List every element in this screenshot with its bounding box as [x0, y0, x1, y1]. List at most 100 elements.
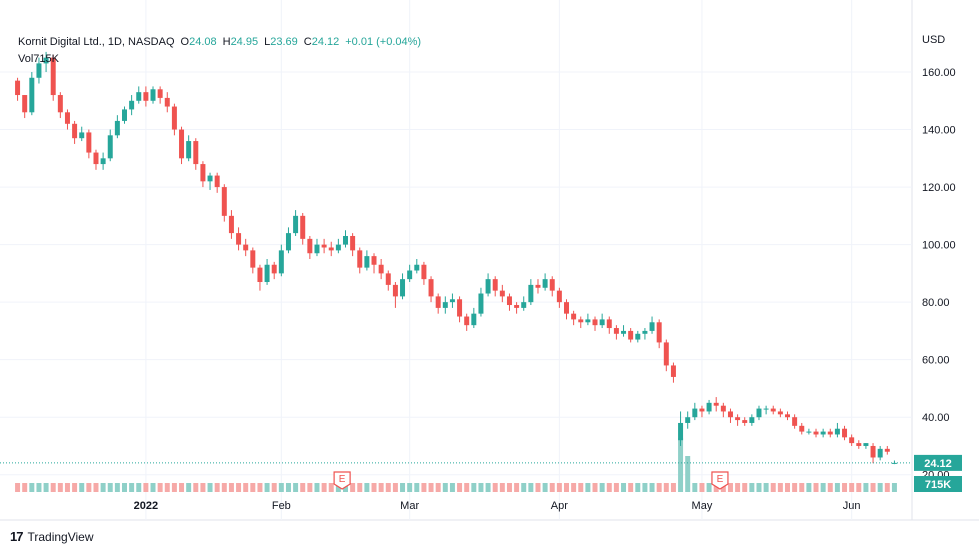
- candle-body[interactable]: [36, 63, 42, 78]
- candle-body[interactable]: [335, 244, 341, 251]
- candle-body[interactable]: [100, 158, 106, 165]
- candle-body[interactable]: [471, 313, 477, 326]
- earnings-marker-icon[interactable]: [333, 471, 351, 490]
- candle-body[interactable]: [735, 417, 741, 421]
- candle-body[interactable]: [770, 408, 776, 412]
- candle-body[interactable]: [414, 264, 420, 271]
- candle-body[interactable]: [606, 319, 612, 329]
- candle-body[interactable]: [628, 330, 634, 340]
- candle-body[interactable]: [884, 448, 890, 452]
- currency-label[interactable]: USD: [922, 34, 946, 46]
- candle-body[interactable]: [22, 95, 28, 113]
- candle-body[interactable]: [742, 420, 748, 423]
- candle-body[interactable]: [834, 428, 840, 435]
- candle-body[interactable]: [514, 305, 520, 308]
- candle-body[interactable]: [428, 279, 434, 297]
- candle-body[interactable]: [571, 313, 577, 320]
- candle-body[interactable]: [228, 215, 234, 234]
- candle-body[interactable]: [221, 187, 227, 216]
- candle-body[interactable]: [799, 425, 805, 432]
- candle-body[interactable]: [656, 322, 662, 343]
- candle-body[interactable]: [243, 244, 249, 251]
- candle-body[interactable]: [806, 431, 812, 433]
- candle-body[interactable]: [179, 129, 185, 159]
- candle-body[interactable]: [621, 330, 627, 334]
- candle-body[interactable]: [122, 109, 127, 121]
- candle-body[interactable]: [193, 141, 199, 165]
- candle-body[interactable]: [635, 333, 641, 340]
- candle-body[interactable]: [43, 57, 49, 64]
- candle-body[interactable]: [763, 408, 769, 410]
- candle-body[interactable]: [143, 92, 149, 101]
- candle-body[interactable]: [207, 175, 213, 182]
- candle-body[interactable]: [863, 443, 869, 446]
- candle-body[interactable]: [378, 264, 384, 274]
- candle-body[interactable]: [870, 445, 876, 458]
- candle-body[interactable]: [777, 411, 783, 415]
- candle-body[interactable]: [549, 279, 555, 291]
- candle-body[interactable]: [250, 250, 256, 268]
- earnings-marker-icon[interactable]: [711, 471, 729, 490]
- candle-body[interactable]: [528, 284, 534, 303]
- candle-body[interactable]: [314, 244, 320, 254]
- candle-body[interactable]: [72, 123, 78, 139]
- candle-body[interactable]: [321, 244, 327, 248]
- candle-body[interactable]: [371, 256, 377, 265]
- candle-body[interactable]: [364, 256, 370, 268]
- candle-body[interactable]: [827, 431, 833, 435]
- candle-body[interactable]: [649, 322, 655, 331]
- candle-body[interactable]: [15, 80, 21, 96]
- candle-body[interactable]: [670, 365, 676, 377]
- candle-body[interactable]: [129, 100, 135, 110]
- candle-body[interactable]: [720, 405, 726, 412]
- candle-body[interactable]: [264, 264, 270, 283]
- candle-body[interactable]: [785, 414, 790, 418]
- candle-body[interactable]: [79, 132, 85, 139]
- candle-body[interactable]: [692, 408, 698, 418]
- candle-body[interactable]: [136, 92, 142, 101]
- candle-body[interactable]: [506, 296, 512, 306]
- candle-body[interactable]: [350, 235, 356, 251]
- candle-body[interactable]: [150, 89, 156, 101]
- candle-body[interactable]: [492, 279, 498, 291]
- candle-body[interactable]: [357, 250, 363, 268]
- candle-body[interactable]: [685, 417, 691, 423]
- candle-body[interactable]: [877, 448, 883, 458]
- candle-body[interactable]: [186, 141, 192, 159]
- candle-body[interactable]: [457, 299, 463, 317]
- candle-body[interactable]: [385, 273, 391, 285]
- candle-body[interactable]: [93, 152, 99, 165]
- candle-body[interactable]: [820, 431, 826, 435]
- candle-body[interactable]: [599, 319, 605, 326]
- candle-body[interactable]: [257, 267, 263, 283]
- candle-body[interactable]: [392, 284, 398, 297]
- candle-body[interactable]: [464, 316, 470, 326]
- candle-body[interactable]: [542, 279, 548, 288]
- candle-body[interactable]: [521, 302, 527, 308]
- candle-body[interactable]: [29, 77, 35, 113]
- candle-body[interactable]: [699, 408, 705, 412]
- candle-body[interactable]: [200, 164, 206, 182]
- candle-body[interactable]: [535, 284, 541, 288]
- candle-body[interactable]: [564, 302, 569, 314]
- candle-body[interactable]: [713, 402, 719, 406]
- candle-body[interactable]: [328, 247, 334, 251]
- candle-body[interactable]: [86, 132, 92, 153]
- candle-body[interactable]: [293, 215, 299, 234]
- candle-body[interactable]: [485, 279, 491, 294]
- candle-body[interactable]: [478, 293, 484, 314]
- candle-body[interactable]: [613, 328, 619, 334]
- candle-body[interactable]: [813, 431, 819, 435]
- candle-body[interactable]: [271, 264, 277, 274]
- candle-body[interactable]: [556, 290, 562, 303]
- candle-body[interactable]: [421, 264, 427, 280]
- candle-body[interactable]: [300, 215, 306, 239]
- candle-body[interactable]: [307, 238, 313, 254]
- candle-body[interactable]: [164, 97, 170, 107]
- candle-body[interactable]: [64, 112, 70, 124]
- tradingview-brand[interactable]: 17 TradingView: [10, 529, 94, 544]
- candle-body[interactable]: [343, 235, 348, 245]
- candle-body[interactable]: [792, 417, 798, 426]
- candle-body[interactable]: [236, 233, 242, 245]
